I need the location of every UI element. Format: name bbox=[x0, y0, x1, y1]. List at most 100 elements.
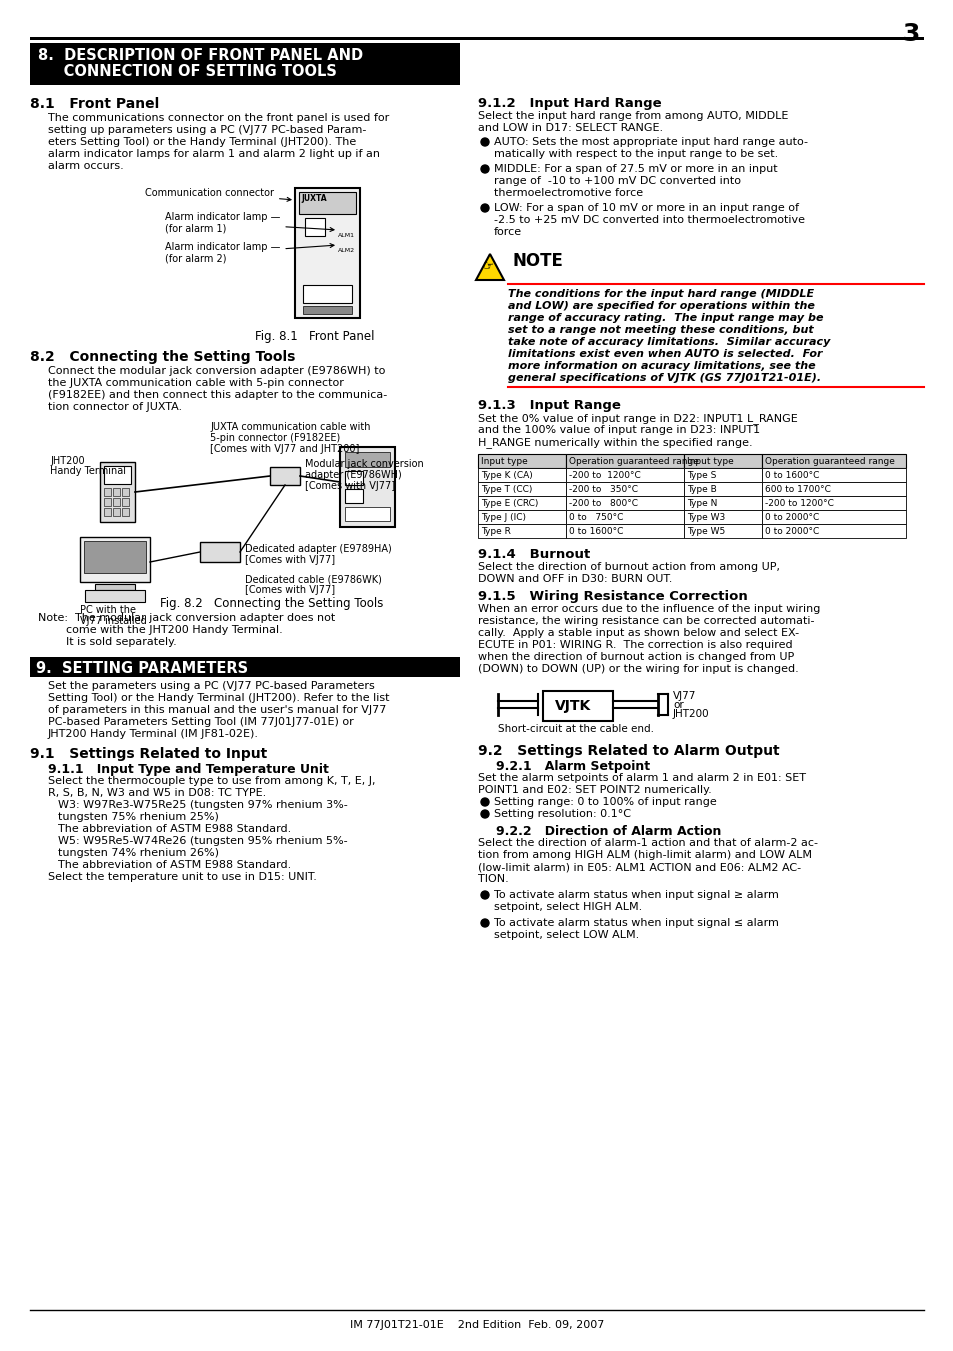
Text: tion connector of JUXTA.: tion connector of JUXTA. bbox=[48, 403, 182, 412]
Text: Set the parameters using a PC (VJ77 PC-based Parameters: Set the parameters using a PC (VJ77 PC-b… bbox=[48, 681, 375, 690]
Text: Setting range: 0 to 100% of input range: Setting range: 0 to 100% of input range bbox=[494, 797, 716, 807]
Text: 8.1   Front Panel: 8.1 Front Panel bbox=[30, 97, 159, 111]
Bar bbox=[477, 524, 565, 538]
Text: range of accuracy rating.  The input range may be: range of accuracy rating. The input rang… bbox=[507, 313, 822, 323]
Text: 9.  SETTING PARAMETERS: 9. SETTING PARAMETERS bbox=[36, 661, 248, 676]
Text: JUXTA communication cable with: JUXTA communication cable with bbox=[210, 422, 370, 432]
Bar bbox=[565, 496, 683, 509]
Text: 9.2.1   Alarm Setpoint: 9.2.1 Alarm Setpoint bbox=[496, 761, 649, 773]
Text: alarm indicator lamps for alarm 1 and alarm 2 light up if an: alarm indicator lamps for alarm 1 and al… bbox=[48, 149, 379, 159]
Circle shape bbox=[480, 138, 489, 146]
Circle shape bbox=[314, 255, 338, 280]
Text: 9.1.1   Input Type and Temperature Unit: 9.1.1 Input Type and Temperature Unit bbox=[48, 763, 329, 775]
Text: IM 77J01T21-01E    2nd Edition  Feb. 09, 2007: IM 77J01T21-01E 2nd Edition Feb. 09, 200… bbox=[350, 1320, 603, 1329]
Bar bbox=[683, 482, 761, 496]
Bar bbox=[104, 499, 111, 507]
Bar bbox=[761, 467, 905, 482]
Bar bbox=[683, 454, 761, 467]
Text: 8.  DESCRIPTION OF FRONT PANEL AND: 8. DESCRIPTION OF FRONT PANEL AND bbox=[38, 49, 363, 63]
Text: R, S, B, N, W3 and W5 in D08: TC TYPE.: R, S, B, N, W3 and W5 in D08: TC TYPE. bbox=[48, 788, 266, 798]
Text: tungsten 74% rhenium 26%): tungsten 74% rhenium 26%) bbox=[58, 848, 219, 858]
Text: -200 to  1200°C: -200 to 1200°C bbox=[568, 471, 640, 480]
Bar bbox=[565, 467, 683, 482]
Text: 0 to 2000°C: 0 to 2000°C bbox=[764, 527, 819, 536]
Circle shape bbox=[480, 798, 489, 807]
Text: 9.1   Settings Related to Input: 9.1 Settings Related to Input bbox=[30, 747, 267, 761]
Circle shape bbox=[337, 238, 352, 253]
Text: JHT200 Handy Terminal (IM JF81-02E).: JHT200 Handy Terminal (IM JF81-02E). bbox=[48, 730, 258, 739]
Text: Setting Tool) or the Handy Terminal (JHT200). Refer to the list: Setting Tool) or the Handy Terminal (JHT… bbox=[48, 693, 389, 703]
Text: resistance, the wiring resistance can be corrected automati-: resistance, the wiring resistance can be… bbox=[477, 616, 814, 626]
Text: -200 to   350°C: -200 to 350°C bbox=[568, 485, 638, 494]
Text: and LOW in D17: SELECT RANGE.: and LOW in D17: SELECT RANGE. bbox=[477, 123, 662, 132]
Text: Alarm indicator lamp —
(for alarm 2): Alarm indicator lamp — (for alarm 2) bbox=[165, 242, 334, 263]
Bar bbox=[565, 482, 683, 496]
Text: [Comes with VJ77]: [Comes with VJ77] bbox=[245, 585, 335, 594]
Text: Connect the modular jack conversion adapter (E9786WH) to: Connect the modular jack conversion adap… bbox=[48, 366, 385, 376]
Bar bbox=[100, 462, 135, 521]
Bar bbox=[477, 482, 565, 496]
Text: force: force bbox=[494, 227, 521, 236]
Bar bbox=[104, 466, 131, 484]
Text: Set the alarm setpoints of alarm 1 and alarm 2 in E01: SET: Set the alarm setpoints of alarm 1 and a… bbox=[477, 773, 805, 784]
Bar bbox=[565, 454, 683, 467]
Bar bbox=[112, 499, 120, 507]
Bar bbox=[565, 509, 683, 524]
Text: W3: W97Re3-W75Re25 (tungsten 97% rhenium 3%-: W3: W97Re3-W75Re25 (tungsten 97% rhenium… bbox=[58, 800, 348, 811]
Bar bbox=[477, 454, 565, 467]
Text: Operation guaranteed range: Operation guaranteed range bbox=[568, 457, 699, 466]
Bar bbox=[84, 540, 146, 573]
Text: Modular jack conversion: Modular jack conversion bbox=[305, 459, 423, 469]
Bar bbox=[303, 305, 352, 313]
Bar bbox=[85, 590, 145, 603]
Text: Type E (CRC): Type E (CRC) bbox=[480, 499, 537, 508]
Text: Type S: Type S bbox=[686, 471, 716, 480]
Text: AUTO: Sets the most appropriate input hard range auto-: AUTO: Sets the most appropriate input ha… bbox=[494, 136, 807, 147]
Circle shape bbox=[480, 811, 489, 817]
Text: CONNECTION OF SETTING TOOLS: CONNECTION OF SETTING TOOLS bbox=[38, 63, 336, 78]
Text: general specifications of VJTK (GS 77J01T21-01E).: general specifications of VJTK (GS 77J01… bbox=[507, 373, 821, 382]
Text: JHT200: JHT200 bbox=[50, 457, 85, 466]
Text: To activate alarm status when input signal ≥ alarm: To activate alarm status when input sign… bbox=[494, 890, 778, 900]
Bar bbox=[683, 509, 761, 524]
Text: setpoint, select LOW ALM.: setpoint, select LOW ALM. bbox=[494, 929, 639, 940]
Text: come with the JHT200 Handy Terminal.: come with the JHT200 Handy Terminal. bbox=[66, 626, 282, 635]
Bar bbox=[200, 542, 240, 562]
Circle shape bbox=[480, 919, 489, 927]
Text: 9.1.2   Input Hard Range: 9.1.2 Input Hard Range bbox=[477, 97, 661, 109]
Bar bbox=[761, 482, 905, 496]
Polygon shape bbox=[476, 254, 503, 280]
Text: W5: W95Re5-W74Re26 (tungsten 95% rhenium 5%-: W5: W95Re5-W74Re26 (tungsten 95% rhenium… bbox=[58, 836, 347, 846]
Bar bbox=[303, 285, 352, 303]
Text: [Comes with VJ77 and JHT200]: [Comes with VJ77 and JHT200] bbox=[210, 444, 359, 454]
Text: LOW: For a span of 10 mV or more in an input range of: LOW: For a span of 10 mV or more in an i… bbox=[494, 203, 799, 213]
Text: Handy Terminal: Handy Terminal bbox=[50, 466, 126, 476]
Text: 9.1.5   Wiring Resistance Correction: 9.1.5 Wiring Resistance Correction bbox=[477, 590, 747, 603]
Bar bbox=[683, 524, 761, 538]
Text: JUXTA: JUXTA bbox=[301, 195, 326, 203]
Text: Type J (IC): Type J (IC) bbox=[480, 513, 525, 521]
Text: adapter (E9786WH): adapter (E9786WH) bbox=[305, 470, 401, 480]
Text: 9.1.3   Input Range: 9.1.3 Input Range bbox=[477, 399, 620, 412]
Text: of parameters in this manual and the user's manual for VJ77: of parameters in this manual and the use… bbox=[48, 705, 386, 715]
Text: Type T (CC): Type T (CC) bbox=[480, 485, 532, 494]
Bar bbox=[761, 524, 905, 538]
Text: matically with respect to the input range to be set.: matically with respect to the input rang… bbox=[494, 149, 778, 159]
Text: POINT1 and E02: SET POINT2 numerically.: POINT1 and E02: SET POINT2 numerically. bbox=[477, 785, 711, 794]
Text: 0 to 1600°C: 0 to 1600°C bbox=[764, 471, 819, 480]
Text: Operation guaranteed range: Operation guaranteed range bbox=[764, 457, 894, 466]
Text: -200 to 1200°C: -200 to 1200°C bbox=[764, 499, 833, 508]
Text: setting up parameters using a PC (VJ77 PC-based Param-: setting up parameters using a PC (VJ77 P… bbox=[48, 126, 366, 135]
Bar bbox=[477, 496, 565, 509]
Bar bbox=[683, 496, 761, 509]
Text: Note:  The modular jack conversion adapter does not: Note: The modular jack conversion adapte… bbox=[38, 613, 335, 623]
Text: (DOWN) to DOWN (UP) or the wiring for input is changed.: (DOWN) to DOWN (UP) or the wiring for in… bbox=[477, 663, 798, 674]
Bar bbox=[477, 467, 565, 482]
Text: PC-based Parameters Setting Tool (IM 77J01J77-01E) or: PC-based Parameters Setting Tool (IM 77J… bbox=[48, 717, 354, 727]
Bar bbox=[122, 488, 129, 496]
Text: alarm occurs.: alarm occurs. bbox=[48, 161, 124, 172]
Text: Input type: Input type bbox=[480, 457, 527, 466]
Bar bbox=[104, 508, 111, 516]
Text: Setting resolution: 0.1°C: Setting resolution: 0.1°C bbox=[494, 809, 630, 819]
Text: VJ77: VJ77 bbox=[672, 690, 696, 701]
